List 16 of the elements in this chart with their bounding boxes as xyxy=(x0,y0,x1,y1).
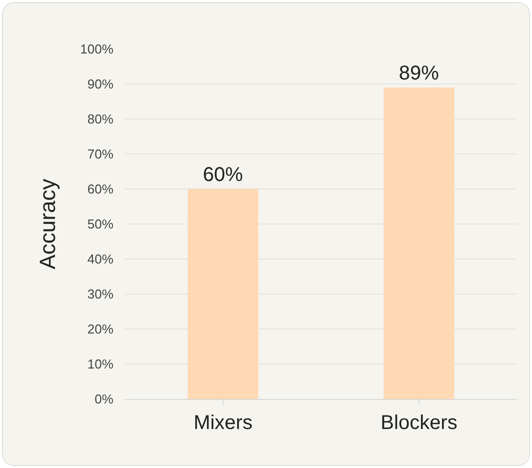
y-tick-label: 60% xyxy=(87,182,114,197)
x-tick-label: Mixers xyxy=(194,412,252,434)
data-label: 60% xyxy=(202,164,244,186)
x-tick-label: Blockers xyxy=(380,412,458,434)
data-label: 89% xyxy=(398,62,440,84)
y-tick-label: 90% xyxy=(87,76,114,92)
y-tick-label: 50% xyxy=(87,216,114,232)
y-tick-label: 0% xyxy=(94,392,114,407)
y-tick-label: 100% xyxy=(80,42,114,57)
y-tick-label: 10% xyxy=(87,356,114,372)
y-tick-label: 40% xyxy=(87,252,114,267)
y-axis-title: Accuracy xyxy=(34,178,60,270)
y-tick-label: 30% xyxy=(87,286,114,302)
y-tick-label: 80% xyxy=(87,112,114,127)
y-tick-label: 70% xyxy=(87,146,114,162)
y-tick-label: 20% xyxy=(87,322,114,337)
